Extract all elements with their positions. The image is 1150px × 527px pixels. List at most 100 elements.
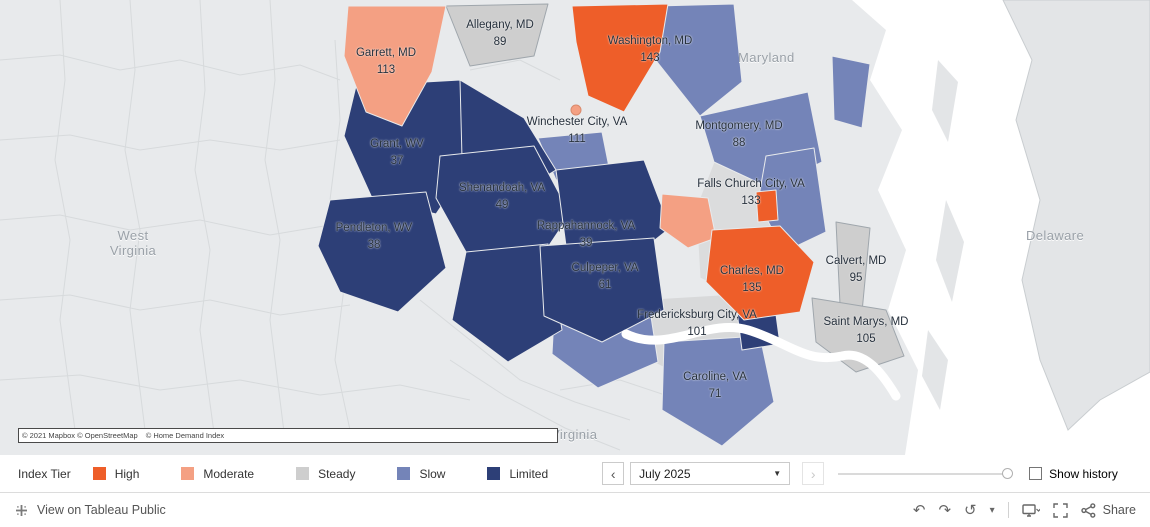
- replay-icon[interactable]: ↺: [964, 501, 977, 519]
- county-label-culpeper: Culpeper, VA 61: [572, 260, 639, 294]
- legend-title: Index Tier: [18, 466, 71, 481]
- county-value: 105: [856, 333, 876, 345]
- view-on-tableau-link[interactable]: View on Tableau Public: [14, 503, 166, 518]
- county-charles-md-polygon[interactable]: [705, 225, 815, 321]
- tableau-logo-icon: [16, 504, 27, 516]
- map-attribution: © 2021 Mapbox © OpenStreetMap © Home Dem…: [18, 428, 558, 443]
- county-label-falls-church: Falls Church City, VA 133: [697, 176, 805, 210]
- legend-label: Slow: [419, 466, 446, 481]
- history-slider[interactable]: [838, 467, 1014, 480]
- county-label-pendleton: Pendleton, WV 38: [336, 220, 413, 254]
- county-label-grant: Grant, WV 37: [370, 136, 424, 170]
- chevron-down-icon: ▼: [773, 469, 782, 478]
- county-value: 113: [376, 64, 396, 76]
- state-label-west-virginia: West Virginia: [109, 228, 157, 258]
- legend-label: Limited: [509, 466, 549, 481]
- county-name: Falls Church City, VA: [697, 178, 805, 190]
- toolbar-actions: ↶ ↷ ↺ ▾: [913, 502, 1136, 518]
- show-history-label: Show history: [1049, 466, 1118, 481]
- slider-handle[interactable]: [1002, 467, 1014, 479]
- legend-label: Moderate: [203, 466, 255, 481]
- county-label-shenandoah: Shenandoah, VA 49: [459, 180, 545, 214]
- county-name: Montgomery, MD: [695, 120, 783, 132]
- show-history-checkbox[interactable]: [1029, 467, 1043, 480]
- county-warren-va-polygon[interactable]: [659, 193, 717, 249]
- device-layout-icon[interactable]: [1021, 503, 1040, 518]
- county-label-charles: Charles, MD 135: [720, 263, 784, 297]
- share-icon: [1080, 502, 1096, 518]
- county-label-allegany: Allegany, MD 89: [466, 17, 534, 51]
- legend-item-steady[interactable]: Steady: [296, 467, 355, 481]
- slider-track[interactable]: [838, 472, 1005, 475]
- attribution-index: © Home Demand Index: [145, 431, 225, 440]
- county-name: Garrett, MD: [355, 47, 417, 59]
- county-name: Shenandoah, VA: [458, 182, 546, 194]
- redo-icon[interactable]: ↷: [938, 501, 952, 519]
- county-label-garrett: Garrett, MD 113: [356, 45, 416, 79]
- legend-item-slow[interactable]: Slow: [397, 467, 445, 481]
- county-washington-md-polygon[interactable]: [571, 3, 669, 113]
- county-name: Grant, WV: [370, 138, 424, 150]
- month-select-value: July 2025: [639, 466, 691, 481]
- county-value: 143: [640, 52, 660, 64]
- fullscreen-icon[interactable]: [1052, 502, 1068, 518]
- legend-item-high[interactable]: High: [92, 466, 140, 481]
- county-value: 101: [687, 326, 707, 338]
- county-label-fredericksburg: Fredericksburg City, VA 101: [637, 307, 757, 341]
- tableau-toolbar: View on Tableau Public ↶ ↷ ↺ ▾: [0, 492, 1150, 527]
- county-name: Fredericksburg City, VA: [637, 309, 757, 321]
- legend-item-moderate[interactable]: Moderate: [181, 467, 254, 481]
- legend-swatch-slow: [397, 467, 411, 480]
- county-value: 37: [390, 155, 404, 167]
- county-name: Saint Marys, MD: [823, 316, 909, 328]
- county-name: Winchester City, VA: [526, 116, 628, 128]
- legend-controls-row: Index Tier High Moderate Steady Slow Lim…: [0, 455, 1150, 492]
- prev-month-button[interactable]: ‹: [602, 462, 625, 485]
- attribution-links[interactable]: © 2021 Mapbox © OpenStreetMap: [22, 431, 138, 440]
- county-name: Caroline, VA: [683, 371, 747, 383]
- county-label-washington: Washington, MD 143: [608, 33, 693, 67]
- county-value: 133: [741, 195, 761, 207]
- county-name: Rappahannock, VA: [536, 220, 636, 232]
- show-history-control[interactable]: Show history: [1029, 467, 1118, 481]
- next-month-button[interactable]: ›: [802, 462, 825, 485]
- state-label-maryland: Maryland: [738, 50, 795, 65]
- legend-label: High: [114, 466, 140, 481]
- view-on-tableau-label: View on Tableau Public: [37, 503, 166, 517]
- month-select[interactable]: July 2025 ▼: [630, 462, 791, 485]
- share-button[interactable]: Share: [1080, 502, 1136, 518]
- eastern-shore-land: [1002, 0, 1150, 431]
- county-winchester-city-va-polygon[interactable]: [570, 104, 582, 116]
- county-label-rappahannock: Rappahannock, VA 39: [537, 218, 635, 252]
- county-value: 89: [493, 36, 507, 48]
- map-canvas[interactable]: [0, 0, 1150, 455]
- county-allegany-md-polygon[interactable]: [445, 3, 549, 67]
- county-falls-church-city-va-polygon[interactable]: [755, 189, 779, 223]
- legend-swatch-high: [92, 467, 106, 480]
- county-label-caroline: Caroline, VA 71: [683, 369, 747, 403]
- county-slow-unlabeled-3-polygon[interactable]: [831, 55, 871, 129]
- county-value: 111: [568, 133, 586, 145]
- county-culpeper-va-polygon[interactable]: [539, 237, 665, 343]
- county-label-montgomery: Montgomery, MD 88: [695, 118, 782, 152]
- county-value: 61: [598, 279, 612, 291]
- choropleth-map[interactable]: West Virginia Maryland Delaware Virginia…: [0, 0, 1150, 455]
- county-madison-va-polygon[interactable]: [451, 243, 563, 363]
- toolbar-separator: [1007, 502, 1009, 518]
- legend-item-limited[interactable]: Limited: [487, 467, 548, 481]
- county-garrett-md-polygon[interactable]: [343, 5, 447, 127]
- county-pendleton-wv-polygon[interactable]: [317, 191, 447, 313]
- county-label-saint-marys: Saint Marys, MD 105: [824, 314, 909, 348]
- state-label-delaware: Delaware: [1026, 228, 1085, 243]
- caret-down-icon[interactable]: ▾: [989, 504, 995, 516]
- undo-icon[interactable]: ↶: [912, 501, 926, 519]
- county-value: 71: [708, 388, 722, 400]
- legend-label: Steady: [318, 466, 356, 481]
- county-label-winchester: Winchester City, VA 111: [527, 114, 628, 148]
- bay-islands: [922, 60, 964, 410]
- county-name: Calvert, MD: [825, 255, 887, 267]
- potomac-river: [621, 323, 901, 401]
- county-name: Washington, MD: [607, 35, 693, 47]
- county-label-calvert: Calvert, MD 95: [826, 253, 887, 287]
